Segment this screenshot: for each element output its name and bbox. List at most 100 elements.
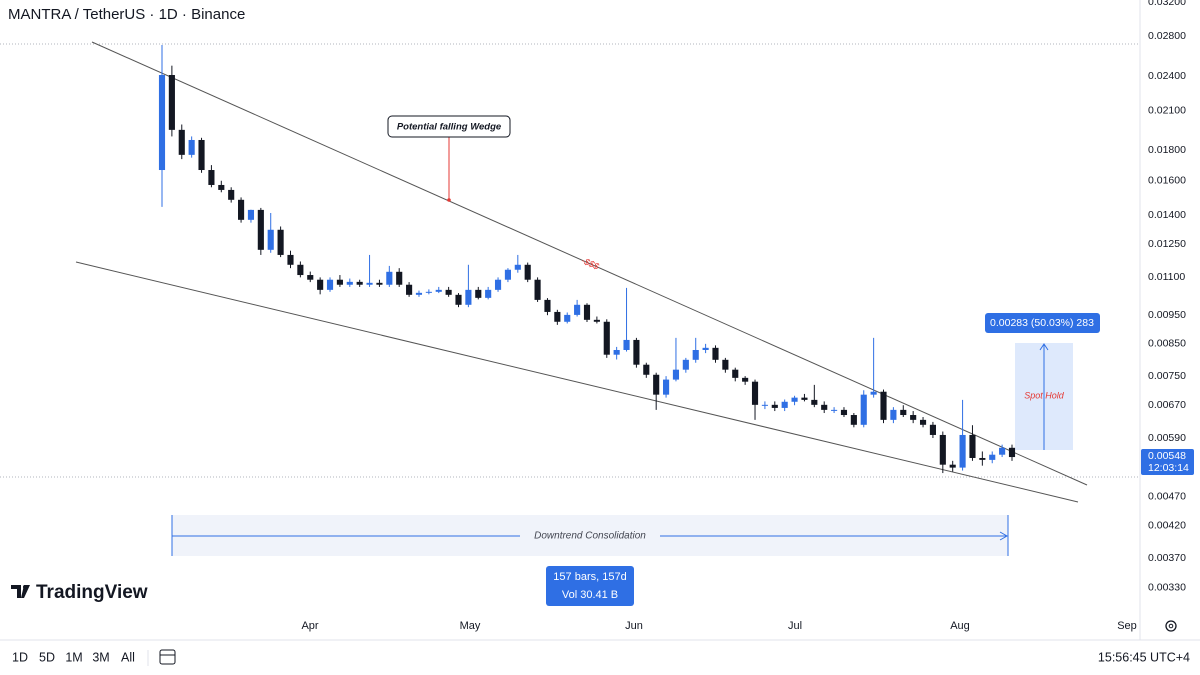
candle-body <box>791 397 798 402</box>
candle-body <box>297 264 304 276</box>
candle-body <box>692 349 699 360</box>
candle-body <box>346 281 353 285</box>
measure-note: Spot Hold <box>1024 390 1065 400</box>
candle-body <box>504 269 511 280</box>
bars-label: 157 bars, 157d <box>553 571 626 583</box>
range-button[interactable]: 5D <box>39 650 55 664</box>
trend-line <box>91 41 1088 486</box>
y-tick-label: 0.01600 <box>1148 175 1186 187</box>
candle-body <box>831 409 838 411</box>
y-tick-label: 0.00420 <box>1148 519 1186 531</box>
candle-body <box>336 279 343 285</box>
y-tick-label: 0.00670 <box>1148 399 1186 411</box>
trend-line <box>75 261 1079 503</box>
y-tick-label: 0.00330 <box>1148 582 1186 594</box>
y-tick-label: 0.00370 <box>1148 552 1186 564</box>
y-tick-label: 0.00850 <box>1148 338 1186 350</box>
chart-title: MANTRA / TetherUS · 1D · Binance <box>8 6 245 23</box>
candle-body <box>356 281 363 285</box>
annotation-text: Potential falling Wedge <box>397 122 502 133</box>
calendar-icon[interactable] <box>159 649 176 665</box>
countdown: 12:03:14 <box>1148 462 1189 474</box>
candle-body <box>208 170 215 185</box>
candle-body <box>376 282 383 285</box>
y-tick-label: 0.01250 <box>1148 238 1186 250</box>
candle-body <box>485 289 492 298</box>
range-label: Downtrend Consolidation <box>534 531 646 542</box>
candle-body <box>979 457 986 460</box>
candle-body <box>623 339 630 350</box>
candle-body <box>959 434 966 468</box>
candle-body <box>653 374 660 395</box>
measure-label: 0.00283 (50.03%) 283 <box>990 317 1094 329</box>
annotation-dot <box>447 198 451 202</box>
settings-icon[interactable] <box>1168 623 1174 629</box>
candle-body <box>544 299 551 312</box>
last-price-tag <box>1141 449 1194 476</box>
candle-body <box>524 264 531 280</box>
candle-body <box>890 409 897 420</box>
candle-body <box>860 394 867 425</box>
candle-body <box>1008 447 1016 458</box>
candle-body <box>900 409 907 416</box>
candle-body <box>999 447 1006 455</box>
x-tick-label: Apr <box>301 620 318 632</box>
candle-body <box>663 379 670 395</box>
candle-body <box>564 314 571 322</box>
candle-body <box>386 271 393 285</box>
candle-body <box>198 139 205 171</box>
candle-body <box>158 75 166 171</box>
candle-body <box>633 339 640 365</box>
candle-body <box>406 284 413 295</box>
vol-label: Vol 30.41 B <box>562 589 618 601</box>
candle-body <box>366 282 373 285</box>
candle-body <box>396 271 403 285</box>
settings-icon[interactable] <box>1165 620 1177 632</box>
range-button[interactable]: 1M <box>65 650 82 664</box>
candle-body <box>178 129 185 155</box>
candle-body <box>929 424 936 435</box>
candle-body <box>919 419 927 425</box>
range-button[interactable]: All <box>121 650 135 664</box>
y-tick-label: 0.02100 <box>1148 104 1186 116</box>
candle-body <box>326 279 334 290</box>
candle-body <box>781 401 788 408</box>
candle-body <box>821 404 828 410</box>
candle-body <box>910 415 917 420</box>
range-button[interactable]: 3M <box>92 650 109 664</box>
candle-body <box>801 397 808 400</box>
y-tick-label: 0.00470 <box>1148 490 1186 502</box>
candle-body <box>771 404 778 408</box>
candle-body <box>583 304 591 320</box>
candle-body <box>188 139 195 155</box>
candle-body <box>751 381 759 405</box>
candle-body <box>712 347 719 360</box>
candle-body <box>732 369 739 378</box>
candle-body <box>168 75 175 130</box>
y-tick-label: 0.02400 <box>1148 70 1186 82</box>
y-tick-label: 0.03200 <box>1148 0 1186 8</box>
candle-body <box>534 279 541 300</box>
candle-body <box>257 209 264 250</box>
logo <box>11 585 30 598</box>
y-tick-label: 0.02800 <box>1148 30 1186 42</box>
logo-text: TradingView <box>36 582 148 603</box>
candle-body <box>722 359 729 370</box>
x-tick-label: Sep <box>1117 620 1137 632</box>
clock: 15:56:45 UTC+4 <box>1098 650 1190 664</box>
range-arrow-head <box>999 531 1009 541</box>
y-tick-label: 0.01400 <box>1148 209 1186 221</box>
calendar-icon[interactable] <box>159 649 176 665</box>
candle-body <box>761 404 768 406</box>
candle-body <box>603 321 610 355</box>
range-button[interactable]: 1D <box>12 650 28 664</box>
last-price-label: 0.00548 <box>1148 450 1186 462</box>
candle-body <box>287 254 294 265</box>
candle-body <box>465 289 472 305</box>
measure-arrow-head <box>1039 343 1049 351</box>
candle-body <box>445 289 452 295</box>
candle-body <box>850 415 857 425</box>
logo-mark <box>23 585 27 589</box>
candle-body <box>672 369 680 380</box>
